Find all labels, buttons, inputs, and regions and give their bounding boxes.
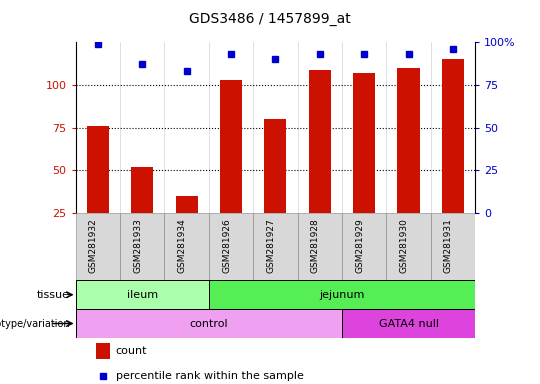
Text: GSM281928: GSM281928 <box>311 218 320 273</box>
Bar <box>253 213 298 280</box>
Bar <box>96 343 110 359</box>
Bar <box>87 126 109 213</box>
Bar <box>76 280 209 309</box>
Bar <box>264 119 287 213</box>
Bar <box>431 213 475 280</box>
Bar <box>209 213 253 280</box>
Bar <box>76 213 120 280</box>
Bar <box>342 213 387 280</box>
Text: percentile rank within the sample: percentile rank within the sample <box>116 371 303 381</box>
Bar <box>342 309 475 338</box>
Bar <box>76 309 342 338</box>
Bar <box>220 80 242 213</box>
Text: jejunum: jejunum <box>319 290 364 300</box>
Bar <box>442 59 464 213</box>
Bar <box>387 213 431 280</box>
Bar <box>353 73 375 213</box>
Bar <box>176 196 198 213</box>
Bar <box>397 68 420 213</box>
Bar <box>298 213 342 280</box>
Bar <box>209 280 475 309</box>
Text: ileum: ileum <box>127 290 158 300</box>
Text: GSM281927: GSM281927 <box>266 218 275 273</box>
Text: GSM281932: GSM281932 <box>89 218 98 273</box>
Text: count: count <box>116 346 147 356</box>
Text: GSM281931: GSM281931 <box>444 218 453 273</box>
Bar <box>131 167 153 213</box>
Text: GSM281933: GSM281933 <box>133 218 142 273</box>
Text: GDS3486 / 1457899_at: GDS3486 / 1457899_at <box>189 12 351 25</box>
Text: genotype/variation: genotype/variation <box>0 318 70 329</box>
Bar <box>120 213 164 280</box>
Text: GSM281929: GSM281929 <box>355 218 364 273</box>
Text: GATA4 null: GATA4 null <box>379 318 438 329</box>
Text: GSM281934: GSM281934 <box>178 218 187 273</box>
Text: tissue: tissue <box>37 290 70 300</box>
Bar <box>164 213 209 280</box>
Bar <box>309 70 331 213</box>
Text: GSM281930: GSM281930 <box>400 218 409 273</box>
Text: control: control <box>190 318 228 329</box>
Text: GSM281926: GSM281926 <box>222 218 231 273</box>
